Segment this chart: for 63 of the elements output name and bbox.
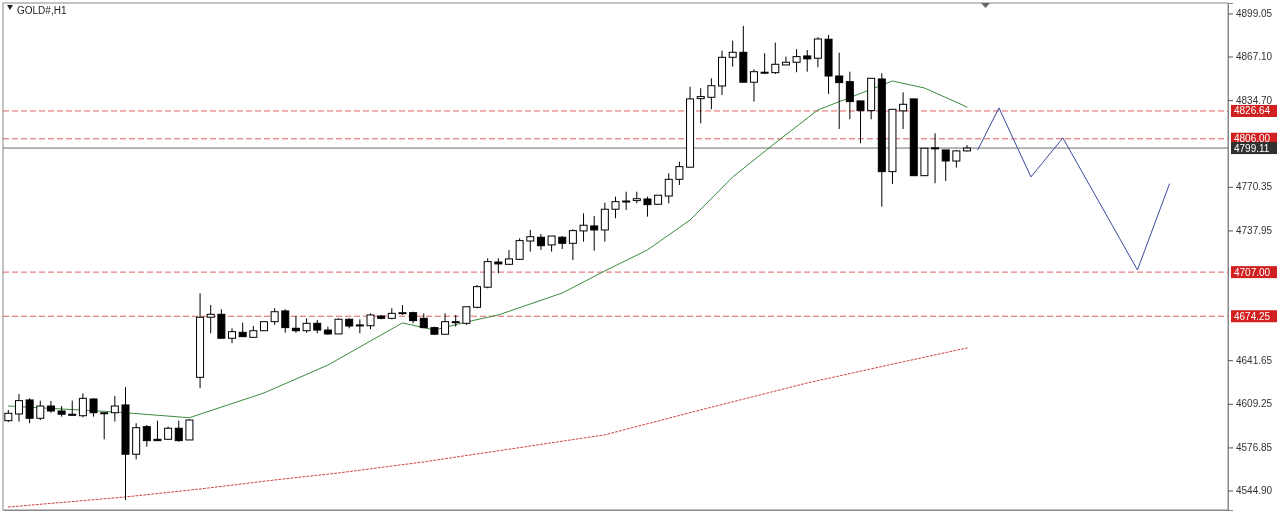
candlestick — [728, 40, 737, 68]
y-tick-label: 4834.70 — [1236, 94, 1273, 106]
candlestick — [813, 36, 822, 68]
ref-line-label: 4707.00 — [1234, 266, 1271, 278]
candlestick — [590, 215, 599, 252]
chart-title: GOLD#,H1 — [17, 4, 67, 16]
candlestick — [611, 196, 620, 219]
candlestick — [760, 52, 769, 75]
candlestick — [174, 420, 183, 443]
candlestick — [291, 315, 300, 334]
candlestick — [675, 161, 684, 186]
y-tick-label: 4544.90 — [1236, 485, 1273, 497]
candlestick — [504, 249, 513, 266]
candlestick — [100, 412, 109, 440]
candlestick — [781, 56, 790, 66]
ref-line-label: 4799.11 — [1234, 142, 1270, 154]
candlestick — [622, 191, 631, 211]
line-series — [7, 347, 968, 508]
candlestick — [856, 100, 865, 144]
candlestick — [803, 49, 812, 73]
candlestick — [441, 312, 450, 335]
ref-line-label: 4826.64 — [1234, 105, 1271, 117]
candlestick — [281, 308, 290, 334]
candlestick — [14, 393, 23, 423]
candlestick — [696, 87, 705, 124]
candlestick — [749, 68, 758, 103]
candlestick — [899, 91, 908, 130]
candlestick — [643, 196, 652, 218]
candlestick — [600, 202, 609, 243]
candlestick — [25, 397, 34, 424]
candlestick — [78, 392, 87, 418]
candlestick — [526, 229, 535, 253]
candlestick — [664, 172, 673, 204]
candlestick — [845, 71, 854, 120]
ref-line-label: 4806.00 — [1234, 133, 1271, 145]
candlestick — [931, 132, 940, 184]
candlestick — [568, 228, 577, 261]
y-tick-label: 4737.95 — [1236, 225, 1273, 237]
candlestick — [217, 308, 226, 339]
ref-line-label: 4674.25 — [1234, 310, 1271, 322]
y-tick-label: 4609.25 — [1236, 398, 1273, 410]
candlestick — [89, 397, 98, 418]
candlestick — [142, 424, 151, 448]
candlestick — [792, 48, 801, 73]
line-series — [7, 80, 968, 419]
candlestick — [941, 149, 950, 182]
y-tick-label: 4770.35 — [1236, 181, 1273, 193]
candlestick — [579, 212, 588, 243]
candlestick — [110, 395, 119, 423]
y-tick-label: 4641.65 — [1236, 354, 1273, 366]
y-tick-label: 4899.05 — [1236, 8, 1273, 20]
y-tick-label: 4576.85 — [1236, 442, 1273, 454]
candlestick — [462, 306, 471, 326]
candlestick — [36, 400, 45, 421]
candlestick — [835, 52, 844, 130]
candlestick — [153, 420, 162, 442]
candlestick — [206, 304, 215, 334]
candlestick — [185, 418, 194, 441]
candlestick — [771, 42, 780, 75]
y-tick-label: 4867.10 — [1236, 51, 1273, 63]
candlestick — [707, 77, 716, 110]
candlestick — [228, 327, 237, 344]
line-series — [977, 107, 1170, 271]
